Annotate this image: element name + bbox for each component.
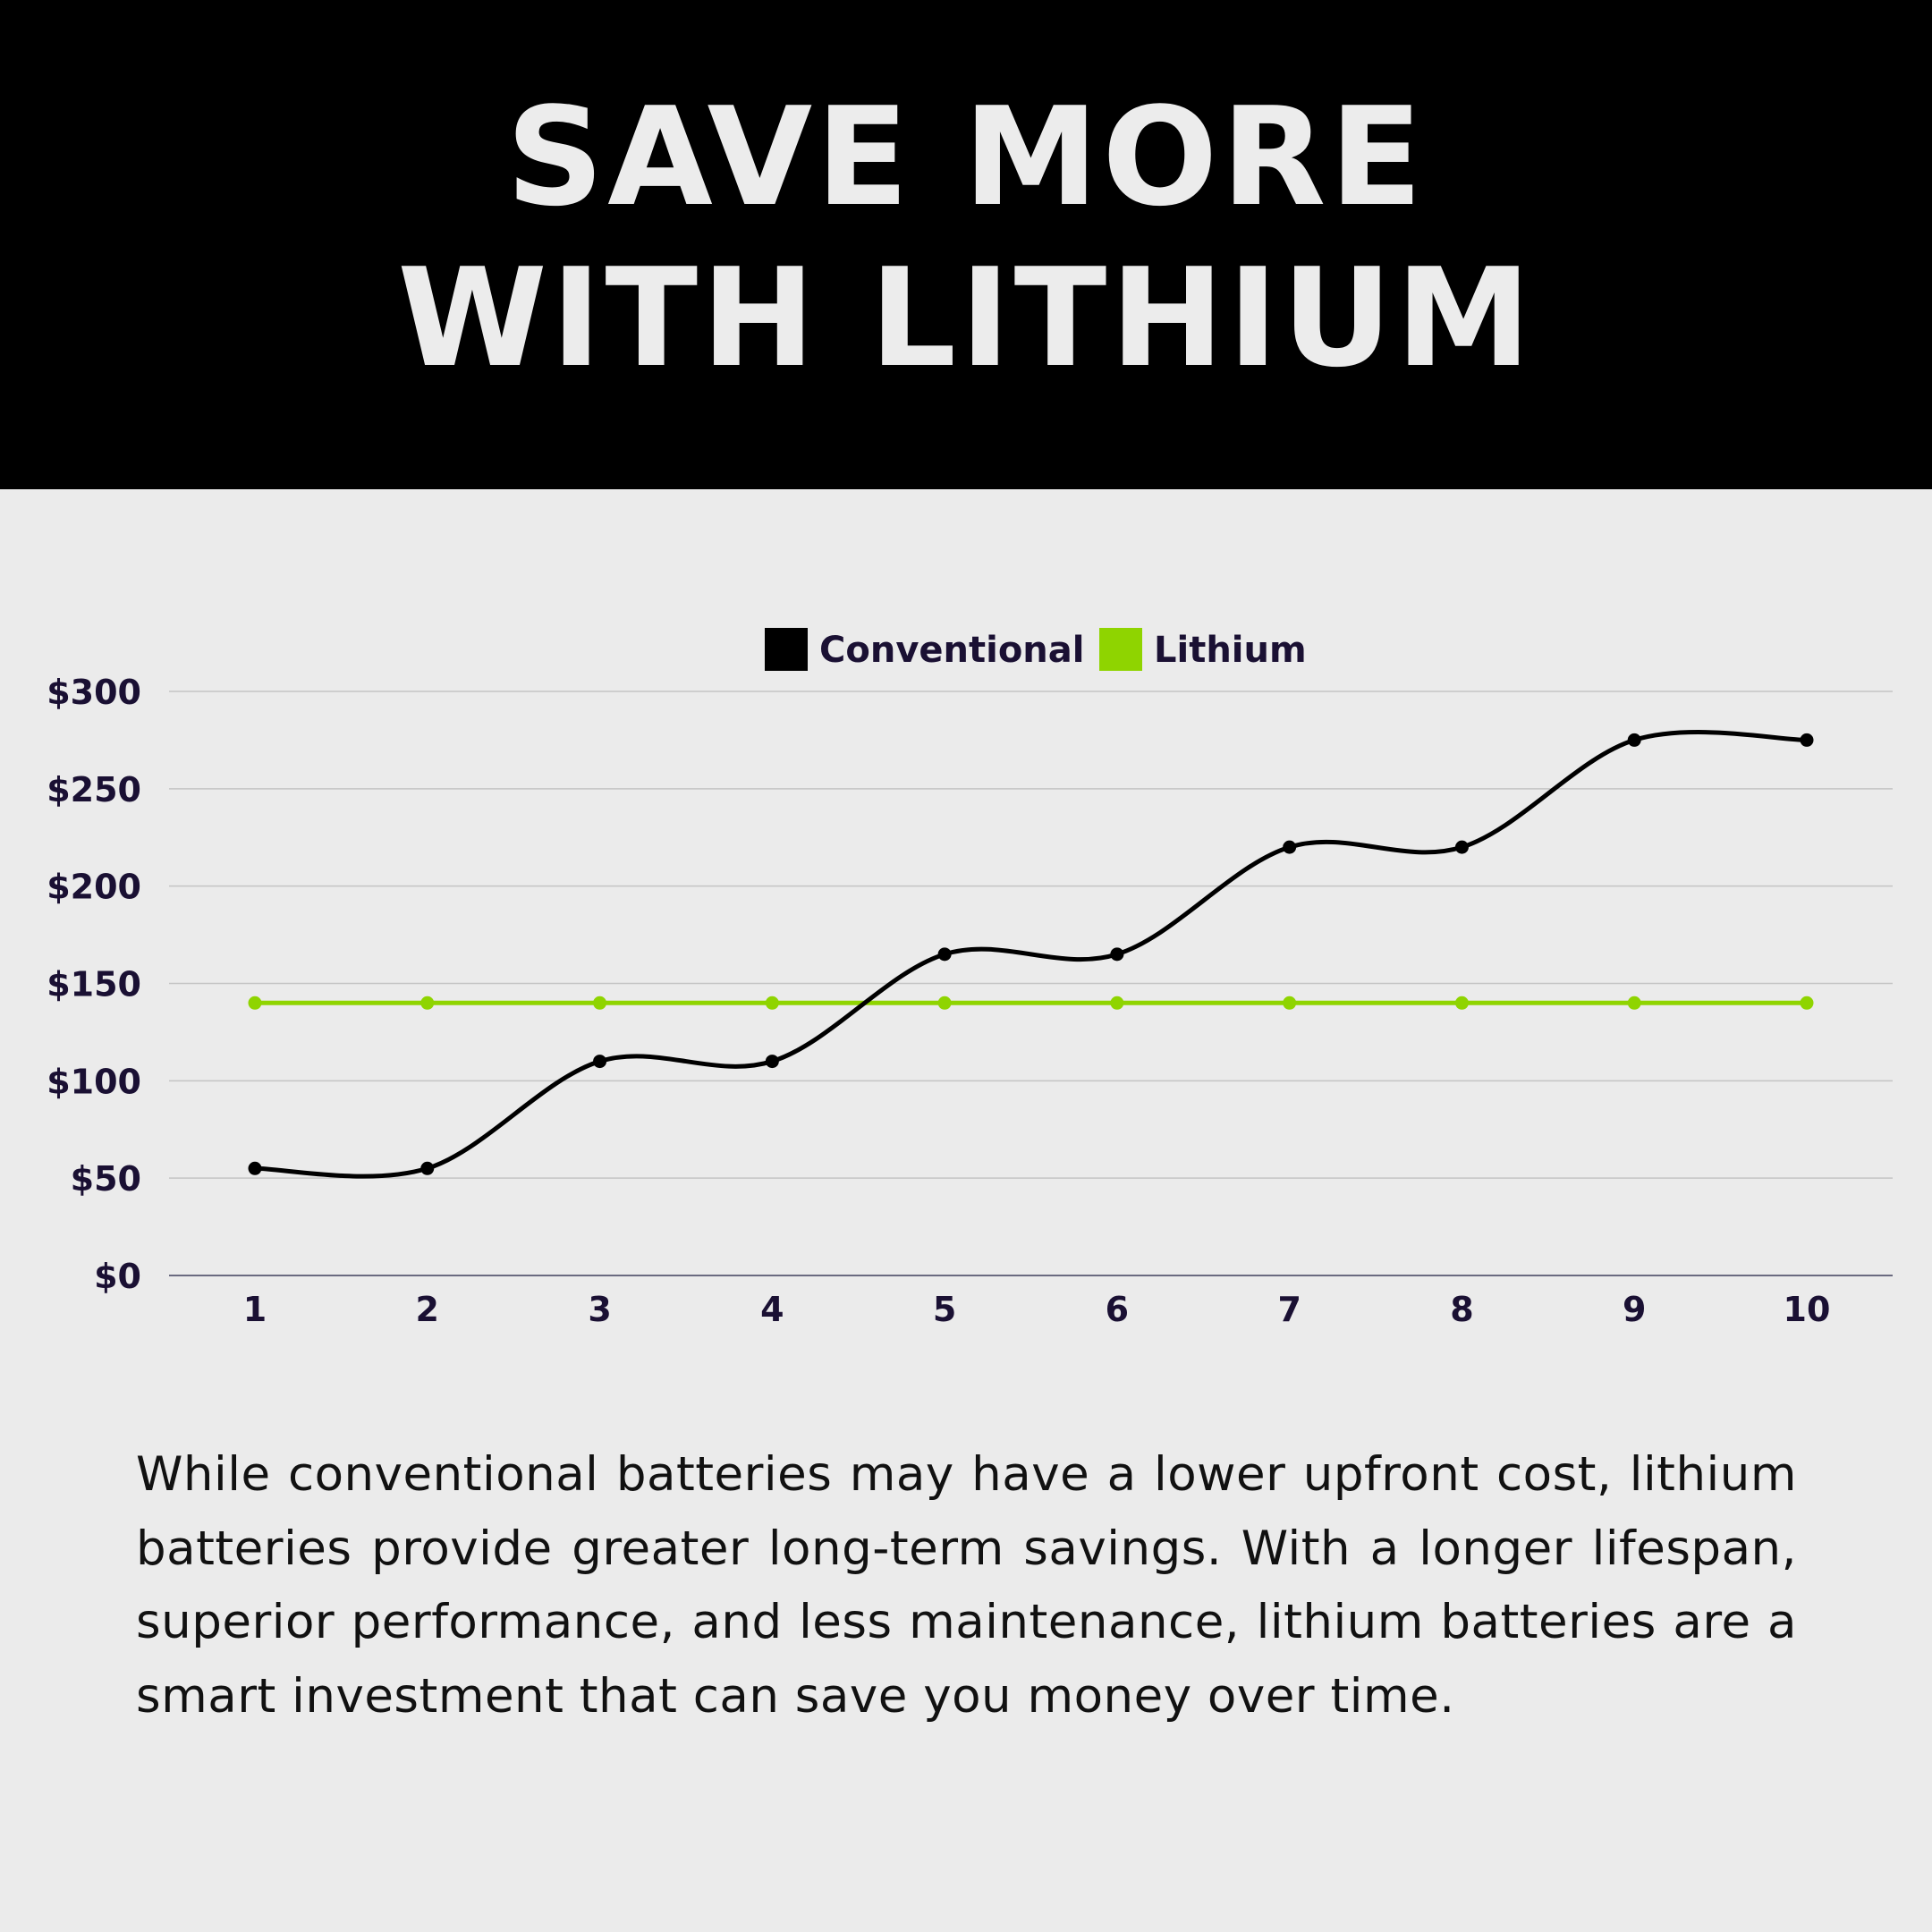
data-point-lithium [1454,996,1469,1010]
data-point-lithium [593,996,607,1010]
data-point-conventional [420,1161,435,1175]
y-tick-label: $250 [47,770,141,809]
line-chart: $0 $50 $100 $150 $200 $250 $300 1 2 3 4 5 6 7 8 9 10 Conv… [47,628,1893,1329]
data-point-lithium [937,996,952,1010]
series-line-conventional [254,730,1808,1179]
x-tick-label: 10 [1784,1290,1831,1329]
data-point-lithium [248,996,262,1010]
header-banner: SAVE MORE WITH LITHIUM [0,0,1932,489]
legend-swatch-lithium [1099,628,1142,671]
y-tick-label: $200 [47,868,141,907]
data-point-lithium [420,996,435,1010]
x-tick-label: 5 [933,1290,956,1329]
data-point-conventional [937,947,952,962]
y-tick-label: $150 [47,965,141,1004]
data-point-conventional [1627,733,1641,747]
x-tick-label: 6 [1106,1290,1129,1329]
data-point-conventional [1283,840,1297,854]
data-point-conventional [765,1055,779,1069]
title-line-2: WITH LITHIUM [397,239,1535,397]
x-tick-label: 8 [1450,1290,1473,1329]
y-tick-label: $300 [47,673,141,712]
x-tick-label: 2 [416,1290,439,1329]
y-tick-label: $50 [71,1159,141,1199]
data-point-lithium [1800,996,1814,1010]
data-point-lithium [1110,996,1124,1010]
data-point-conventional [1110,947,1124,962]
x-tick-label: 4 [760,1290,784,1329]
y-tick-label: $100 [47,1062,141,1101]
data-point-lithium [765,996,779,1010]
body-paragraph: While conventional batteries may have a … [136,1447,1797,1724]
title-line-1: SAVE MORE [505,78,1427,236]
data-point-conventional [1454,840,1469,854]
x-tick-label: 1 [243,1290,267,1329]
legend-label-lithium: Lithium [1154,630,1307,671]
x-tick-label: 7 [1277,1290,1301,1329]
data-point-conventional [248,1161,262,1175]
x-tick-label: 9 [1623,1290,1646,1329]
data-point-conventional [593,1055,607,1069]
legend-swatch-conventional [765,628,808,671]
x-tick-label: 3 [588,1290,611,1329]
data-point-lithium [1283,996,1297,1010]
data-point-conventional [1800,733,1814,747]
legend-label-conventional: Conventional [819,630,1084,671]
data-point-lithium [1627,996,1641,1010]
y-tick-label: $0 [94,1257,141,1296]
